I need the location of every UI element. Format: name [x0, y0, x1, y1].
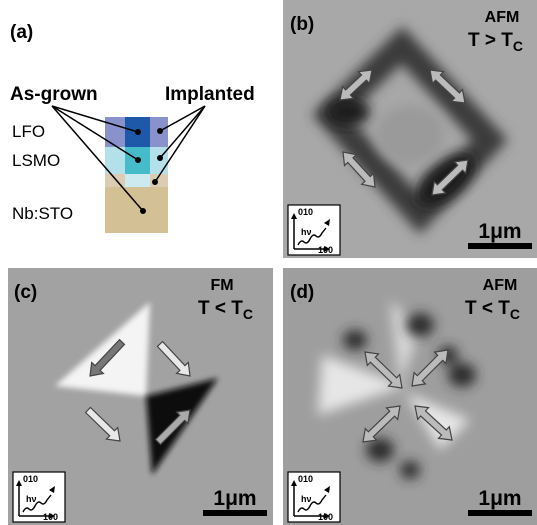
scale-bar [468, 243, 532, 249]
condition-sub: C [243, 306, 253, 322]
header-left: As-grown [10, 84, 98, 105]
figure: (a) As-grown Implanted LFO LSMO Nb:STO [0, 0, 537, 525]
inset-axis-label: 010 [298, 207, 313, 217]
inset-photon-label: hν [301, 494, 312, 504]
condition-sub: C [510, 306, 520, 322]
inset-photon-label: hν [301, 227, 312, 237]
scale-bar-label: 1μm [478, 487, 521, 510]
inset-photon-label: hν [26, 494, 37, 504]
mode: AFM [485, 9, 520, 26]
condition-sub: C [513, 38, 523, 54]
panel-a: (a) As-grown Implanted LFO LSMO Nb:STO [10, 22, 255, 233]
panel-label: (b) [290, 14, 314, 35]
layer-label: Nb:STO [12, 204, 73, 223]
scale-bar [468, 510, 532, 516]
scale-bar [203, 510, 267, 516]
panel-label: (c) [14, 282, 37, 303]
condition-text: T < T [198, 298, 243, 319]
mode: FM [210, 277, 233, 294]
header-right: Implanted [165, 84, 255, 105]
scale-bar-label: 1μm [213, 487, 256, 510]
panel-label: (a) [10, 22, 33, 43]
layer-label: LFO [12, 122, 45, 141]
inset-axis-label: 100 [318, 245, 333, 255]
inset-axis-label: 100 [318, 512, 333, 522]
panel-label: (d) [290, 282, 314, 303]
mode: AFM [483, 277, 518, 294]
condition-text: T < T [465, 298, 510, 319]
layer-label: LSMO [12, 151, 60, 170]
scale-bar-label: 1μm [478, 220, 521, 243]
condition-text: T > T [468, 30, 513, 51]
inset-axis-label: 010 [298, 474, 313, 484]
inset-axis-label: 010 [23, 474, 38, 484]
inset-axis-label: 100 [43, 512, 58, 522]
